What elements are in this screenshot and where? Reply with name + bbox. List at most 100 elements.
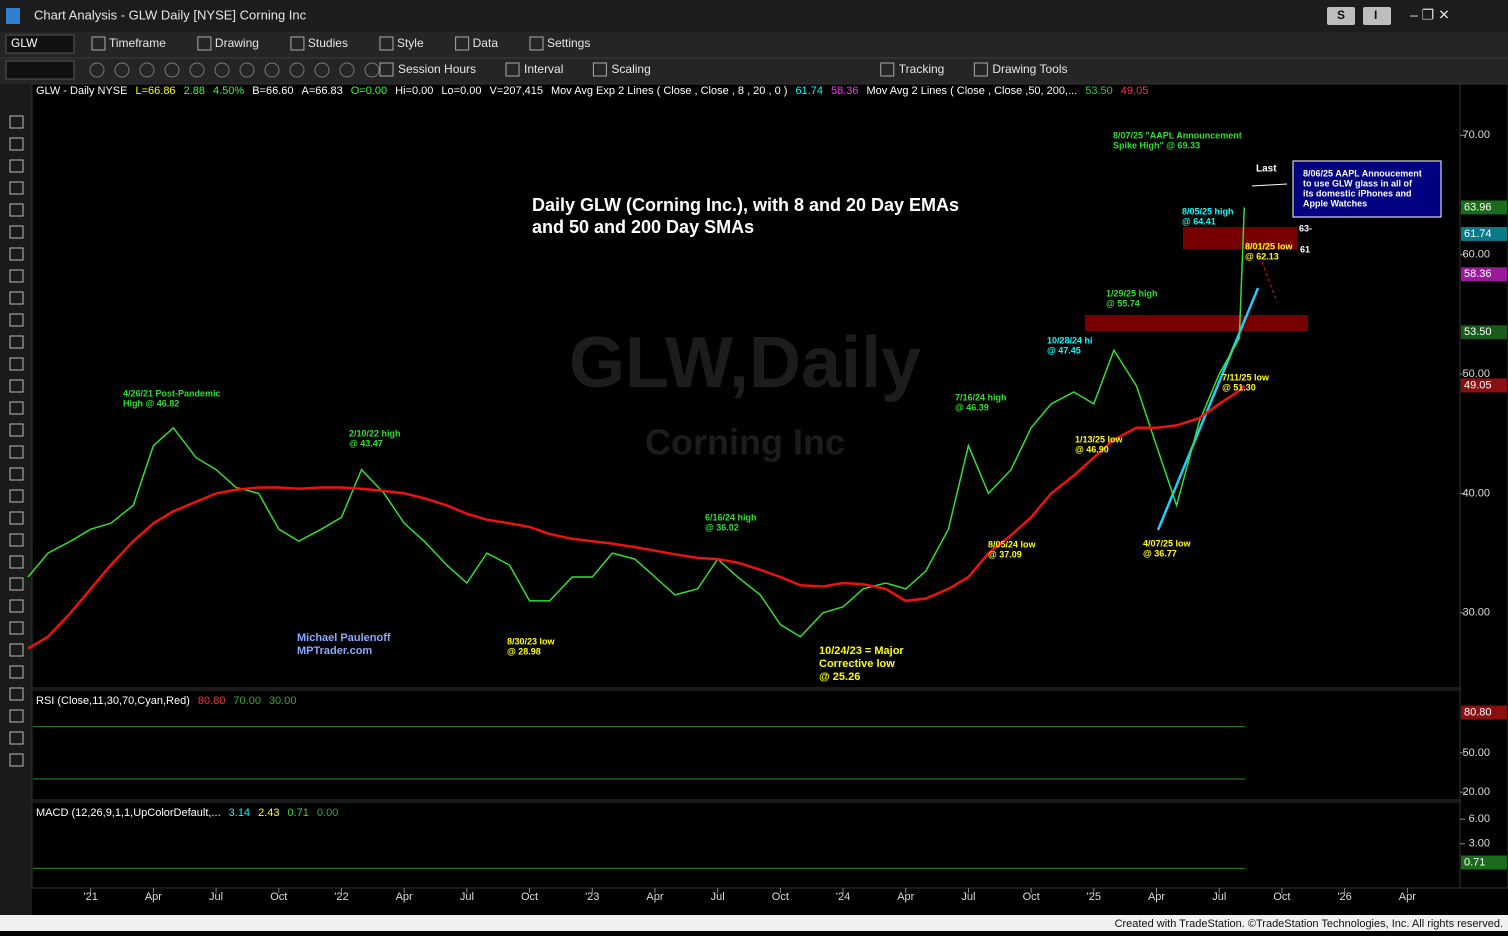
app-icon xyxy=(6,8,20,24)
toolbar-icon[interactable] xyxy=(239,62,255,78)
support-zone xyxy=(1085,315,1308,331)
chart-title: and 50 and 200 Day SMAs xyxy=(532,217,754,237)
toolbar-button[interactable]: Session Hours xyxy=(398,62,476,76)
toolbar-icon[interactable] xyxy=(455,36,470,51)
annotation: High @ 46.82 xyxy=(123,398,179,408)
toolbar-icon[interactable] xyxy=(164,62,180,78)
window-title: Chart Analysis - GLW Daily [NYSE] Cornin… xyxy=(34,7,307,22)
annotation: @ 37.09 xyxy=(988,549,1022,559)
toolbar-icon[interactable] xyxy=(529,36,544,51)
tool-icon[interactable] xyxy=(9,621,24,635)
tool-icon[interactable] xyxy=(9,445,24,459)
annotation: 8/07/25 "AAPL Announcement xyxy=(1113,130,1242,140)
toolbar-icon[interactable] xyxy=(197,36,212,51)
tool-icon[interactable] xyxy=(9,731,24,745)
toolbar-icon[interactable] xyxy=(505,62,520,77)
toolbar-icon[interactable] xyxy=(880,62,895,77)
tool-icon[interactable] xyxy=(9,357,24,371)
toolbar-button[interactable]: Drawing Tools xyxy=(992,62,1067,76)
y-tick-label: 70.00 xyxy=(1462,129,1490,141)
header-text: 49.05 xyxy=(1121,85,1149,97)
axis-marker xyxy=(1461,226,1507,241)
tool-icon[interactable] xyxy=(9,577,24,591)
tool-icon[interactable] xyxy=(9,115,24,129)
tool-icon[interactable] xyxy=(9,665,24,679)
tool-icon[interactable] xyxy=(9,533,24,547)
tool-icon[interactable] xyxy=(9,643,24,657)
window-button-label[interactable]: I xyxy=(1374,8,1377,22)
x-tick-label: Jul xyxy=(1212,891,1226,903)
tool-icon[interactable] xyxy=(9,511,24,525)
toolbar-button[interactable]: Tracking xyxy=(899,62,945,76)
toolbar-icon[interactable] xyxy=(139,62,155,78)
tool-icon[interactable] xyxy=(9,709,24,723)
toolbar-icon[interactable] xyxy=(379,36,394,51)
symbol-text[interactable]: GLW xyxy=(11,36,38,50)
tool-icon[interactable] xyxy=(9,313,24,327)
x-tick-label: Apr xyxy=(145,891,162,903)
tool-icon[interactable] xyxy=(9,599,24,613)
toolbar-button[interactable]: Interval xyxy=(524,62,563,76)
x-tick-label: '23 xyxy=(585,891,599,903)
toolbar-icon[interactable] xyxy=(592,62,607,77)
tool-icon[interactable] xyxy=(9,269,24,283)
window-controls[interactable]: – ❐ ✕ xyxy=(1410,7,1450,23)
tool-icon[interactable] xyxy=(9,379,24,393)
window-button-label[interactable]: S xyxy=(1337,8,1345,22)
toolbar-button[interactable]: Settings xyxy=(547,36,590,50)
toolbar-icon[interactable] xyxy=(379,62,394,77)
annotation: 4/26/21 Post-Pandemic xyxy=(123,388,221,398)
tool-icon[interactable] xyxy=(9,225,24,239)
axis-marker xyxy=(1461,325,1507,340)
footer: Created with TradeStation. ©TradeStation… xyxy=(1115,918,1503,930)
toolbar-button[interactable]: Data xyxy=(473,36,499,50)
price-axis xyxy=(1459,83,1508,889)
interval-input[interactable] xyxy=(5,60,75,80)
tool-icon[interactable] xyxy=(9,489,24,503)
toolbar-button[interactable]: Scaling xyxy=(611,62,650,76)
toolbar-button[interactable]: Studies xyxy=(308,36,348,50)
toolbar-button[interactable]: Style xyxy=(397,36,424,50)
annotation: MPTrader.com xyxy=(297,645,372,657)
tool-icon[interactable] xyxy=(9,247,24,261)
tool-icon[interactable] xyxy=(9,181,24,195)
toolbar-icon[interactable] xyxy=(189,62,205,78)
price-panel xyxy=(31,83,1461,689)
annotation: 1/29/25 high xyxy=(1106,288,1158,298)
tool-icon[interactable] xyxy=(9,137,24,151)
toolbar-icon[interactable] xyxy=(290,36,305,51)
toolbar-icon[interactable] xyxy=(91,36,106,51)
toolbar-button[interactable]: Drawing xyxy=(215,36,259,50)
x-tick-label: Apr xyxy=(646,891,663,903)
tool-icon[interactable] xyxy=(9,555,24,569)
toolbar-icon[interactable] xyxy=(89,62,105,78)
annotation: 6/16/24 high xyxy=(705,512,757,522)
tool-icon[interactable] xyxy=(9,753,24,767)
tool-icon[interactable] xyxy=(9,687,24,701)
window-button[interactable] xyxy=(1327,7,1355,25)
tool-icon[interactable] xyxy=(9,203,24,217)
tool-icon[interactable] xyxy=(9,423,24,437)
toolbar-icon[interactable] xyxy=(289,62,305,78)
axis-marker-label: 53.50 xyxy=(1464,326,1492,338)
symbol-input[interactable] xyxy=(5,34,75,54)
toolbar-icon[interactable] xyxy=(339,62,355,78)
toolbar-icon[interactable] xyxy=(264,62,280,78)
toolbar-icon[interactable] xyxy=(314,62,330,78)
toolbar-icon[interactable] xyxy=(364,62,380,78)
window-button[interactable] xyxy=(1363,7,1391,25)
annotation: 7/16/24 high xyxy=(955,392,1007,402)
toolbar-icon[interactable] xyxy=(973,62,988,77)
tool-icon[interactable] xyxy=(9,335,24,349)
toolbar-button[interactable]: Timeframe xyxy=(109,36,166,50)
tool-icon[interactable] xyxy=(9,159,24,173)
toolbar-icon[interactable] xyxy=(214,62,230,78)
tool-icon[interactable] xyxy=(9,291,24,305)
tool-icon[interactable] xyxy=(9,401,24,415)
y-tick-label: 20.00 xyxy=(1462,786,1490,798)
tool-icon[interactable] xyxy=(9,467,24,481)
y-tick-label: 60.00 xyxy=(1462,249,1490,261)
x-tick-label: Jul xyxy=(961,891,975,903)
toolbar-icon[interactable] xyxy=(114,62,130,78)
x-tick-label: Apr xyxy=(1399,891,1416,903)
